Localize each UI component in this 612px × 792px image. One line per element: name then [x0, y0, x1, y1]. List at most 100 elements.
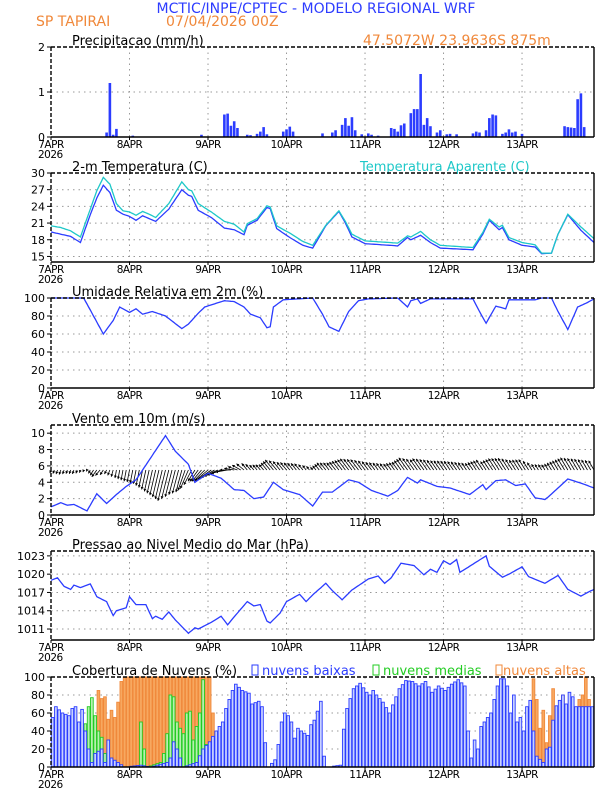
low-cloud-bar: [77, 721, 81, 768]
y-tick-label: 0: [38, 131, 45, 144]
wind-vector: [398, 457, 408, 471]
wind-arrowhead: [107, 472, 111, 476]
high-cloud-bar: [135, 676, 140, 768]
wind-arrowhead: [211, 471, 215, 475]
precip-bar: [223, 114, 226, 137]
low-cloud-bar: [368, 694, 372, 768]
wind-arrowhead: [104, 471, 107, 475]
x-tick-label: 12APR: [428, 769, 460, 781]
wind-vector: [203, 469, 218, 477]
series-line: [50, 554, 595, 635]
precip-bar: [435, 132, 439, 137]
low-cloud-bar: [466, 730, 470, 768]
precip-bar: [370, 134, 373, 137]
precip-bar: [334, 130, 337, 137]
low-cloud-bar: [574, 706, 578, 768]
wind-arrowhead: [146, 490, 150, 494]
wind-vector: [141, 469, 147, 490]
wind-vector: [161, 469, 170, 499]
wind-arrowhead: [154, 496, 158, 499]
pressure-title: Pressao ao Nivel Medio do Mar (hPa): [72, 538, 309, 553]
wind-arrowhead: [498, 458, 501, 462]
low-cloud-bar: [417, 685, 421, 768]
high-cloud-bar: [158, 676, 163, 768]
low-cloud-bar: [505, 685, 510, 768]
low-cloud-bar: [427, 686, 431, 768]
low-cloud-bar: [443, 690, 447, 768]
low-cloud-bar: [472, 739, 477, 768]
wind-arrowhead: [171, 490, 175, 494]
wind-title: Vento em 10m (m/s): [72, 412, 205, 427]
low-cloud-bar: [498, 678, 503, 768]
precip-bar: [563, 126, 566, 137]
low-cloud-bar: [86, 748, 91, 768]
wind-arrowhead: [534, 464, 538, 468]
precip-bar: [360, 134, 364, 137]
precip-bar: [419, 74, 422, 137]
wind-vector: [194, 469, 209, 482]
wind-arrowhead: [416, 458, 419, 462]
x-tick-label: 7APR: [38, 769, 64, 781]
y-tick-label: 8: [38, 444, 45, 457]
wind-arrowhead: [117, 476, 120, 480]
high-cloud-bar: [152, 676, 156, 768]
wind-arrowhead: [68, 470, 72, 474]
precip-bar: [412, 109, 416, 137]
low-cloud-bar: [345, 708, 349, 768]
wind-vector: [177, 469, 186, 491]
wind-arrowhead: [269, 460, 272, 464]
low-cloud-bar: [247, 692, 251, 768]
precip-bar: [491, 114, 494, 137]
wind-vector: [143, 469, 150, 492]
wind-arrowhead: [215, 470, 219, 474]
x-tick-label: 10APR: [271, 390, 303, 402]
wind-arrowhead: [544, 463, 548, 467]
wind-vector: [138, 469, 143, 488]
wind-arrowhead: [412, 458, 416, 462]
wind-arrowhead: [337, 459, 341, 463]
wind-arrowhead: [376, 463, 380, 467]
wind-arrowhead: [241, 463, 245, 467]
low-cloud-bar: [260, 706, 264, 768]
series-line: [51, 297, 595, 336]
low-cloud-bar: [351, 688, 356, 768]
low-cloud-bar: [355, 685, 359, 768]
low-cloud-bar: [456, 679, 461, 768]
precip-bar: [389, 128, 393, 137]
low-cloud-bar: [60, 712, 65, 768]
mid-cloud-bar: [181, 733, 186, 768]
x-tick-label: 12APR: [428, 264, 460, 276]
wind-arrowhead: [383, 463, 387, 467]
high-cloud-bar: [126, 676, 130, 768]
low-cloud-bar: [279, 721, 284, 768]
x-year-label: 2026: [38, 274, 64, 286]
wind-arrowhead: [347, 459, 350, 463]
wind-arrowhead: [236, 463, 240, 467]
wind-arrowhead: [323, 462, 327, 466]
precip-bar: [255, 133, 259, 137]
run-date: 07/04/2026 00Z: [166, 14, 279, 30]
low-cloud-bar: [230, 690, 235, 768]
wind-arrowhead: [82, 469, 86, 473]
precip-bar: [249, 135, 252, 137]
precip-bar: [265, 134, 269, 137]
low-cloud-bar: [207, 741, 212, 768]
wind-arrowhead: [261, 462, 264, 466]
wind-arrowhead: [334, 460, 338, 464]
precip-bar: [347, 125, 350, 137]
wind-arrowhead: [483, 460, 486, 464]
wind-arrowhead: [365, 462, 369, 466]
y-tick-label: 1: [38, 86, 45, 99]
wind-arrowhead: [135, 482, 139, 486]
wind-arrowhead: [75, 470, 79, 474]
station-location: 47.5072W 23.9636S 875m: [363, 33, 551, 49]
y-tick-label: 1023: [17, 550, 45, 563]
wind-arrowhead: [451, 461, 454, 465]
low-cloud-bar: [204, 744, 209, 768]
x-tick-label: 12APR: [428, 139, 460, 151]
x-tick-label: 13APR: [506, 517, 538, 529]
wind-vector: [183, 469, 193, 485]
precip-bar: [108, 83, 112, 137]
x-tick-label: 11APR: [349, 264, 381, 276]
wind-arrowhead: [512, 459, 515, 463]
